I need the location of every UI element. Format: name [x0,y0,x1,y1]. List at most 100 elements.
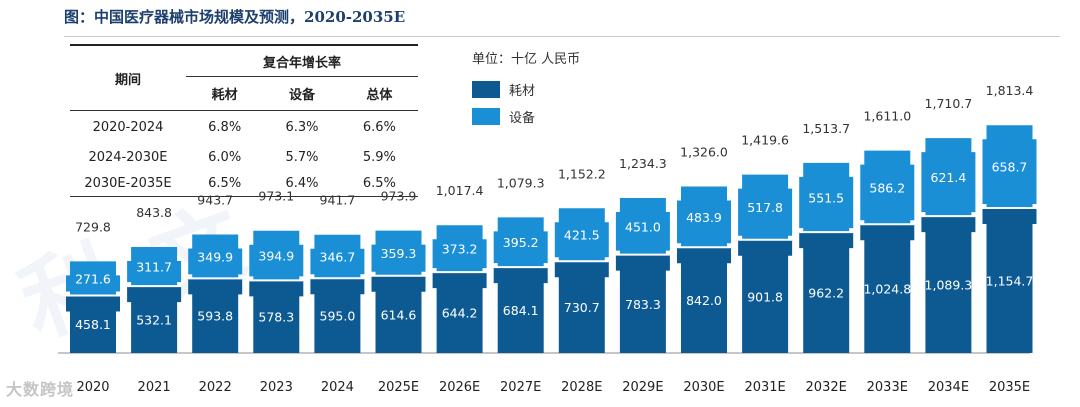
total-label: 729.8 [75,219,111,234]
total-label: 1,710.7 [925,96,973,111]
cagr-header: 复合年增长率 [262,55,341,71]
bar-consumables [432,272,487,353]
cagr-cell: 6.3% [263,110,341,144]
data-label-equipment: 394.9 [258,249,294,264]
total-label: 973.1 [258,189,294,204]
data-label-equipment: 421.5 [564,228,600,243]
data-label-consumables: 783.3 [625,297,661,312]
total-label: 1,813.4 [986,83,1034,98]
legend-swatch-equipment [472,108,500,125]
bar-consumables [799,232,854,353]
x-tick-label: 2031E [744,380,785,395]
bar-consumables [615,254,670,353]
x-tick-label: 2025E [378,380,419,395]
bar-consumables [249,280,304,353]
x-tick-label: 2021 [138,380,171,395]
data-label-consumables: 595.0 [320,309,356,324]
total-label: 943.7 [197,192,233,207]
x-tick-label: 2034E [928,380,969,395]
data-label-consumables: 1,089.3 [925,278,973,293]
bar-consumables [921,216,976,353]
cagr-cell: 5.9% [362,149,396,165]
bar-consumables [188,278,243,353]
bar-consumables [310,278,365,353]
period-cell: 2020-2024 [70,110,186,144]
x-tick-label: 2026E [439,380,480,395]
legend-item-equipment: 设备 [472,107,535,126]
total-label: 1,152.2 [558,166,606,181]
table-row: 2024-2030E 6.0% 5.7% 5.9% [70,144,418,170]
bar-consumables [677,247,731,353]
data-label-consumables: 962.2 [808,286,844,301]
col-header-consumables: 耗材 [186,76,264,111]
data-label-equipment: 349.9 [197,249,233,264]
data-label-equipment: 621.4 [931,170,967,185]
x-tick-label: 2023 [260,380,293,395]
data-label-consumables: 901.8 [747,289,783,304]
bar-equipment [188,234,243,279]
bar-consumables [127,286,182,353]
data-label-consumables: 458.1 [75,317,111,332]
x-tick-label: 2020 [76,380,109,395]
x-tick-label: 2027E [500,380,541,395]
data-label-equipment: 311.7 [136,260,172,275]
bar-consumables [371,275,426,353]
legend-label: 设备 [509,111,536,126]
data-label-equipment: 271.6 [75,271,111,286]
data-label-consumables: 730.7 [564,300,600,315]
cagr-cell: 5.7% [285,149,319,165]
data-label-consumables: 1,024.8 [863,282,911,297]
data-label-consumables: 593.8 [197,309,233,324]
data-label-equipment: 517.8 [747,200,783,215]
data-label-consumables: 644.2 [442,306,478,321]
bar-equipment [66,261,120,296]
legend-item-consumables: 耗材 [472,80,535,99]
bar-equipment [493,217,548,268]
bar-equipment [432,225,487,273]
total-label: 1,513.7 [802,121,850,136]
x-tick-label: 2028E [561,380,602,395]
legend-swatch-consumables [472,81,500,98]
bar-consumables [493,267,548,353]
data-label-equipment: 551.5 [808,190,844,205]
data-label-consumables: 578.3 [258,310,294,325]
bar-consumables [554,261,609,353]
x-tick-label: 2032E [806,380,847,395]
total-label: 1,234.3 [619,156,667,171]
bar-consumables [860,224,915,353]
data-label-equipment: 346.7 [320,249,356,264]
cagr-cell: 6.5% [186,170,264,197]
bar-equipment [799,162,854,233]
period-cell: 2024-2030E [88,149,168,165]
data-label-consumables: 532.1 [136,313,172,328]
col-header-overall: 总体 [340,76,418,111]
data-label-consumables: 1,154.7 [986,273,1034,288]
bar-equipment [371,230,426,276]
data-label-equipment: 373.2 [442,242,478,257]
legend-label: 耗材 [509,84,536,99]
x-tick-label: 2030E [683,380,724,395]
bar-equipment [615,197,670,255]
bar-equipment [738,174,793,240]
period-header: 期间 [114,72,141,88]
bar-equipment [677,186,731,248]
bar-consumables [738,239,793,353]
data-label-equipment: 586.2 [869,180,905,195]
bar-equipment [982,125,1037,208]
data-label-equipment: 395.2 [503,235,539,250]
total-label: 1,079.3 [497,175,545,190]
table-row: 2030E-2035E 6.5% 6.4% 6.5% [70,170,418,197]
figure-title: 图：中国医疗器械市场规模及预测，2020-2035E [64,8,406,26]
x-tick-label: 2033E [867,380,908,395]
total-label: 1,611.0 [863,109,911,124]
total-label: 973.9 [381,189,417,204]
x-tick-label: 2029E [622,380,663,395]
cagr-cell: 6.8% [186,110,264,144]
x-tick-label: 2035E [989,380,1030,395]
cagr-cell: 6.6% [340,110,418,144]
table-row: 2020-2024 6.8% 6.3% 6.6% [70,110,418,144]
x-tick-label: 2024 [321,380,354,395]
total-label: 843.8 [136,205,172,220]
bar-consumables [66,295,120,353]
